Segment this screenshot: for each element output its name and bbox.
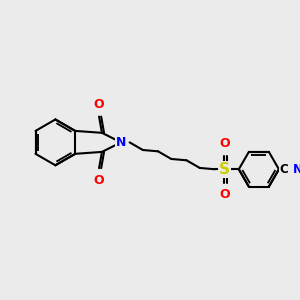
Text: O: O <box>94 98 104 111</box>
Text: N: N <box>293 163 300 176</box>
Text: N: N <box>116 136 126 149</box>
Text: O: O <box>219 137 230 150</box>
Text: O: O <box>219 188 230 201</box>
Text: O: O <box>94 174 104 187</box>
Text: C: C <box>279 163 288 176</box>
Text: S: S <box>219 162 230 177</box>
